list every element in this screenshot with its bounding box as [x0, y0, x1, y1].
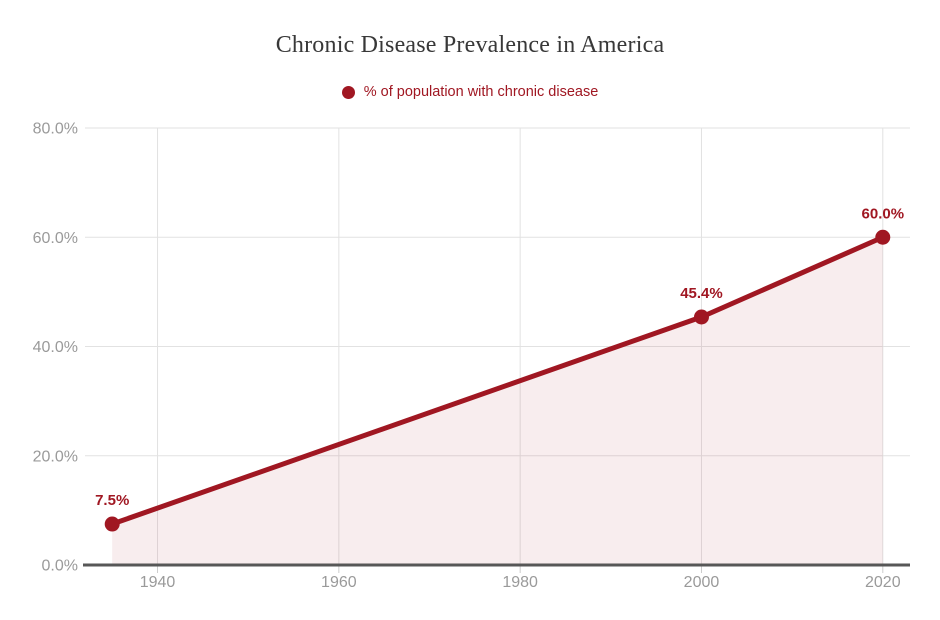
data-point-label: 45.4%: [680, 285, 723, 302]
x-axis-tick-label: 2000: [684, 574, 720, 591]
y-axis-tick-label: 80.0%: [33, 121, 78, 138]
x-axis-tick-label: 1940: [140, 574, 176, 591]
x-axis-tick-label: 2020: [865, 574, 901, 591]
legend-dot-icon: [341, 85, 355, 99]
chart-title: Chronic Disease Prevalence in America: [275, 32, 665, 58]
data-point: [875, 229, 891, 245]
legend-label: % of population with chronic disease: [363, 84, 599, 100]
y-axis-tick-label: 20.0%: [33, 448, 78, 465]
y-axis-tick-label: 40.0%: [33, 339, 78, 356]
x-axis-tick-label: 1960: [321, 574, 357, 591]
data-point: [693, 309, 709, 325]
y-axis-tick-label: 60.0%: [33, 230, 78, 247]
y-axis-tick-label: 0.0%: [42, 558, 78, 575]
data-point-label: 7.5%: [95, 492, 129, 509]
area-fill: [112, 237, 883, 565]
x-axis-tick-label: 1980: [502, 574, 538, 591]
data-point-label: 60.0%: [862, 205, 905, 222]
data-point: [104, 516, 120, 532]
chart-legend: % of population with chronic disease: [0, 84, 940, 100]
